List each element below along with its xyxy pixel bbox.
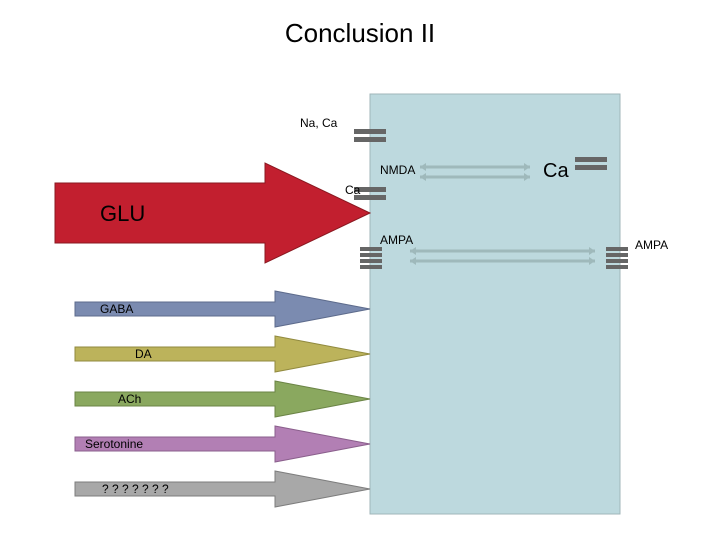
receptor-label: Ca (543, 160, 569, 182)
receptor-bar (360, 253, 382, 257)
neurotransmitter-arrow (75, 336, 370, 372)
receptor-bar (354, 137, 386, 142)
receptor-bar (354, 129, 386, 134)
diagram-canvas: GLU GABA DA ACh Serotonine ? ? ? ? ? ? ? Na, C… (0, 49, 720, 539)
neurotransmitter-label: Serotonine (85, 437, 143, 451)
glu-label: GLU (100, 201, 145, 226)
receptor-bar (360, 247, 382, 251)
neurotransmitter-label: ? ? ? ? ? ? ? (102, 482, 169, 496)
receptor-bar (575, 165, 607, 170)
receptor-label: AMPA (380, 233, 413, 247)
neurotransmitter-label: GABA (100, 302, 133, 316)
receptor-label: Ca (345, 183, 361, 197)
neurotransmitter-label: DA (135, 347, 152, 361)
neurotransmitter-label: ACh (118, 392, 141, 406)
receptor-bar (606, 265, 628, 269)
receptor-bar (606, 259, 628, 263)
receptor-label: Na, Ca (300, 116, 338, 130)
page-title: Conclusion II (0, 0, 720, 49)
receptor-bar (360, 265, 382, 269)
receptor-label: AMPA (635, 238, 668, 252)
receptor-bar (360, 259, 382, 263)
receptor-bar (606, 247, 628, 251)
receptor-bar (575, 157, 607, 162)
receptor-label: NMDA (380, 163, 415, 177)
receptor-bar (606, 253, 628, 257)
